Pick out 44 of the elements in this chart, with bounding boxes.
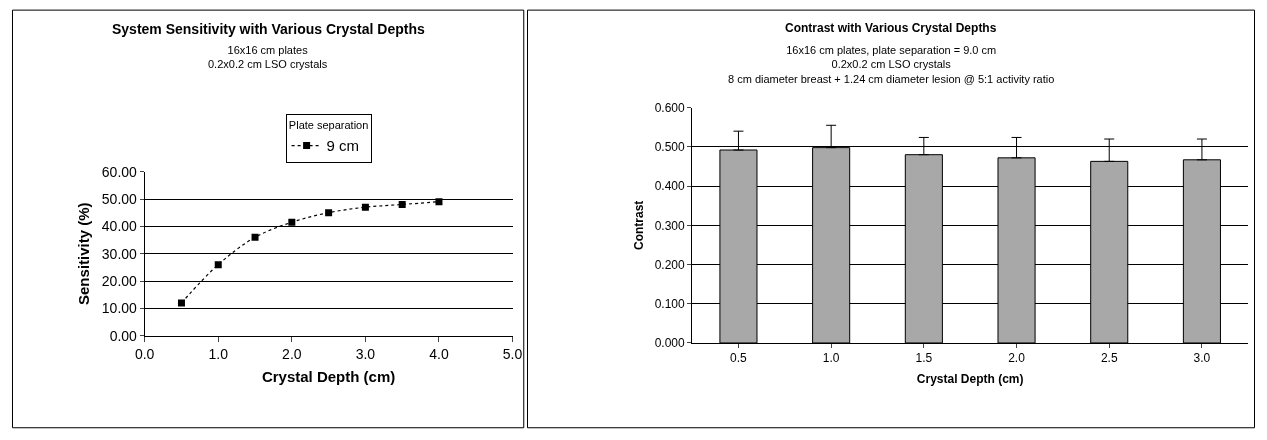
x-axis-title: Crystal Depth (cm) [261,367,396,385]
x-axis-title: Crystal Depth (cm) [916,372,1024,387]
point [251,233,259,241]
y-tick-label: 0.500 [654,140,686,155]
y-tick-label: 0.00 [109,327,138,344]
y-tick-label: 50.00 [101,190,138,207]
y-tick-label: 0.600 [654,100,686,115]
chart-subtitle: 16x16 cm plates 0.2x0.2 cm LSO crystals [208,44,328,71]
x-tick-label: 5.0 [502,345,523,362]
x-tick-label: 3.0 [355,345,376,362]
x-tick-label: 0.0 [134,345,155,362]
x-tick-label: 1.0 [208,345,229,362]
legend-title: Plate separation [288,119,369,132]
y-tick-label: 0.400 [654,179,686,194]
point [177,299,185,307]
point [361,203,369,211]
legend-label: 9 cm [326,137,360,155]
x-tick-label: 2.5 [1100,351,1118,366]
point [435,198,443,206]
y-tick-label: 30.00 [101,245,138,262]
chart-title: Contrast with Various Crystal Depths [785,21,997,35]
y-tick-label: 60.00 [101,163,138,180]
point [288,218,296,226]
chart-title: System Sensitivity with Various Crystal Depths [112,21,425,37]
point [325,209,333,217]
x-tick-label: 2.0 [282,345,302,362]
chart-subtitle: 16x16 cm plates, plate separation = 9.0 cm 0.2x0.2 cm LSO crystals 8 cm diameter breast + 1.24 cm diameter lesion @ 5:1 activity ratio [728,44,1055,85]
x-tick-label: 0.5 [730,351,748,366]
y-tick-label: 0.000 [654,336,686,351]
y-tick-label: 40.00 [101,218,138,235]
x-tick-label: 1.0 [822,351,840,366]
point [214,261,222,269]
y-axis-title: Sensitivity (%) [75,202,93,305]
x-tick-label: 3.0 [1193,351,1211,366]
y-tick-label: 0.300 [654,218,686,233]
y-tick-label: 0.200 [654,257,686,272]
y-axis-title: Contrast [631,200,646,250]
y-tick-label: 10.00 [101,300,138,317]
x-tick-label: 1.5 [915,351,933,366]
x-tick-label: 4.0 [429,345,449,362]
x-tick-label: 2.0 [1008,351,1026,366]
point [398,200,406,208]
y-tick-label: 0.100 [654,296,686,311]
y-tick-label: 20.00 [101,272,138,289]
